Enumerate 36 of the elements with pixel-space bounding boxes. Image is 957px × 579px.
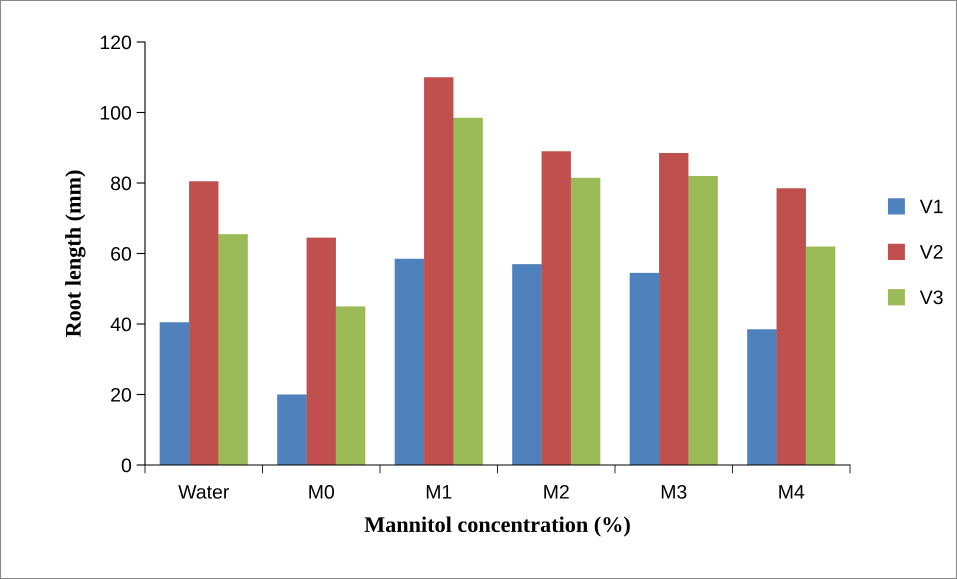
y-tick-label: 60 — [111, 246, 132, 261]
legend-label: V3 — [920, 290, 943, 304]
bar — [776, 188, 806, 465]
bar — [542, 151, 571, 465]
bar — [424, 77, 454, 465]
x-tick-label: Water — [178, 485, 229, 499]
y-axis-title: Root length (mm) — [65, 170, 86, 338]
x-tick-label: M1 — [426, 485, 452, 499]
y-tick-label: 100 — [100, 106, 132, 120]
bar — [394, 258, 424, 465]
x-tick-label: M0 — [309, 484, 334, 499]
y-tick-label: 0 — [122, 458, 132, 472]
y-tick-label: 40 — [110, 317, 132, 332]
bar — [336, 306, 366, 465]
bar — [806, 246, 836, 465]
x-tick-label: M3 — [662, 484, 686, 499]
bar — [659, 153, 688, 465]
bar — [277, 394, 307, 465]
bar — [189, 181, 218, 465]
y-tick-label: 120 — [100, 35, 132, 50]
y-tick-label: 80 — [111, 176, 132, 190]
y-tick-label: 20 — [111, 388, 132, 402]
x-tick-label: M4 — [779, 485, 804, 499]
bar — [688, 176, 718, 465]
bar — [160, 322, 190, 465]
legend-label: V1 — [920, 200, 943, 214]
bar — [306, 238, 336, 465]
bar — [747, 329, 777, 465]
bar — [453, 118, 483, 465]
bar — [512, 264, 542, 465]
bar — [218, 234, 248, 465]
bar — [630, 272, 660, 465]
legend-label: V2 — [920, 245, 943, 259]
x-tick-label: M2 — [544, 484, 569, 499]
bar — [570, 178, 600, 465]
x-axis-title: Mannitol concentration (%) — [364, 516, 630, 537]
